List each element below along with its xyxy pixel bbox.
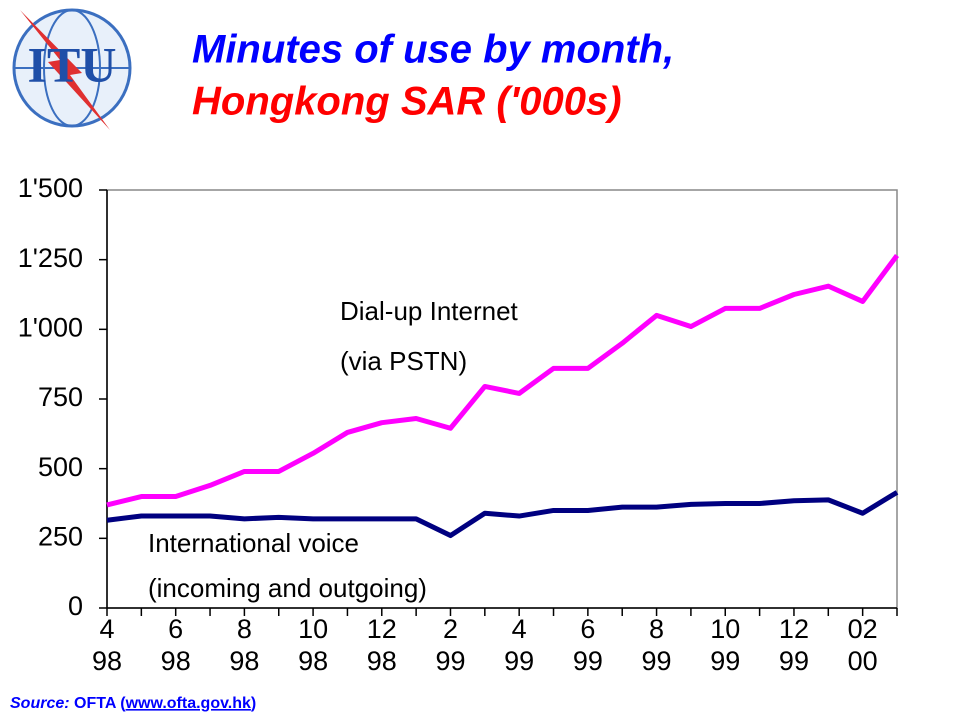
annotation: (via PSTN) [340,346,467,376]
x-tick-label: 6 [580,614,595,644]
x-tick-year: 99 [504,646,534,676]
y-tick-label: 0 [68,591,83,621]
x-tick-label: 4 [99,614,114,644]
x-tick-label: 10 [710,614,740,644]
source-close: ) [251,695,256,712]
source: Source: OFTA (www.ofta.gov.hk) [10,695,256,712]
annotation: International voice [148,528,359,558]
x-tick-year: 99 [435,646,465,676]
x-tick-year: 99 [779,646,809,676]
annotation: (incoming and outgoing) [148,573,427,603]
logo-text: ITU [28,36,117,92]
x-tick-year: 98 [161,646,191,676]
x-tick-year: 99 [642,646,672,676]
x-tick-year: 99 [573,646,603,676]
x-tick-year: 98 [229,646,259,676]
series-line [106,490,899,539]
x-tick-year: 98 [298,646,328,676]
x-tick-label: 02 [848,614,878,644]
y-tick-label: 750 [38,382,83,412]
x-tick-label: 12 [779,614,809,644]
source-link[interactable]: www.ofta.gov.hk [125,695,251,712]
y-tick-label: 500 [38,452,83,482]
x-tick-label: 8 [649,614,664,644]
x-tick-label: 2 [443,614,458,644]
x-tick-label: 6 [168,614,183,644]
x-tick-label: 4 [512,614,527,644]
x-tick-label: 12 [367,614,397,644]
source-org: OFTA ( [74,695,126,712]
itu-logo: ITU [12,8,132,130]
x-tick-year: 00 [848,646,878,676]
x-tick-year: 98 [92,646,122,676]
y-tick-label: 1'000 [18,312,83,342]
y-tick-label: 1'500 [18,173,83,203]
x-tick-label: 8 [237,614,252,644]
x-tick-label: 10 [298,614,328,644]
y-tick-label: 1'250 [18,243,83,273]
x-tick-year: 98 [367,646,397,676]
annotation: Dial-up Internet [340,296,519,326]
source-label: Source: [10,695,70,712]
series-line [106,253,900,508]
chart-title: Minutes of use by month, [192,28,674,72]
y-tick-label: 250 [38,521,83,551]
x-tick-year: 99 [710,646,740,676]
chart-subtitle: Hongkong SAR ('000s) [192,80,622,124]
